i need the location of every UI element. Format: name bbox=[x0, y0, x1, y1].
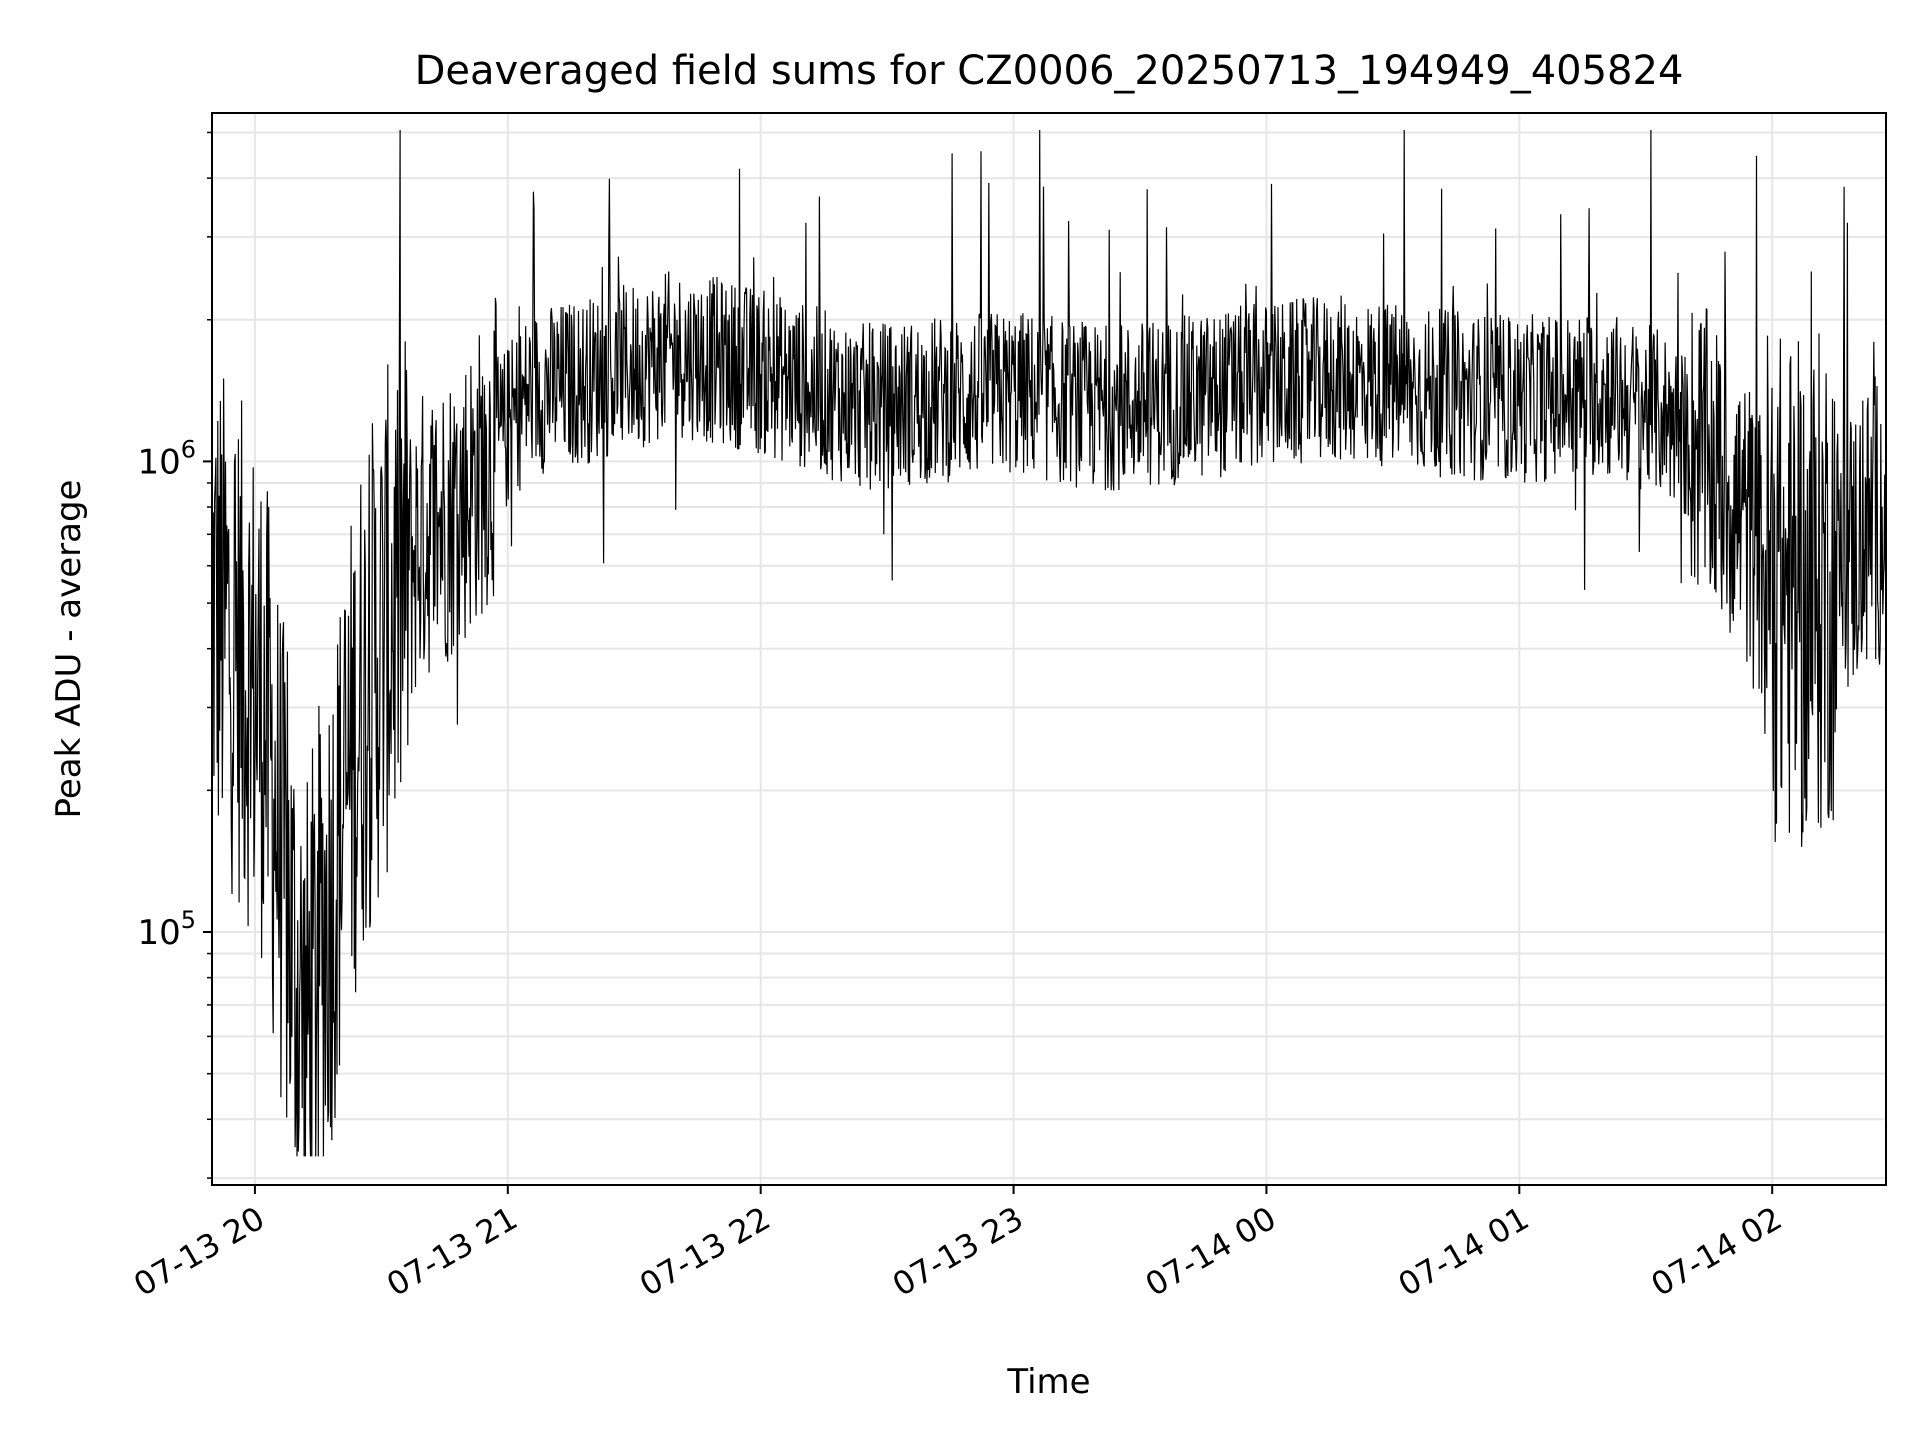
x-tick-label: 07-13 22 bbox=[633, 1199, 777, 1304]
x-tick-label: 07-14 00 bbox=[1139, 1199, 1283, 1304]
series-layer bbox=[211, 129, 1887, 1157]
y-tick-label: 106 bbox=[137, 435, 196, 482]
axis-ticks bbox=[203, 131, 1774, 1194]
y-axis-label: Peak ADU - average bbox=[49, 480, 89, 819]
x-tick-label: 07-13 21 bbox=[380, 1199, 524, 1304]
x-tick-label: 07-14 01 bbox=[1392, 1199, 1536, 1304]
x-tick-label: 07-13 23 bbox=[886, 1199, 1030, 1304]
x-tick-label: 07-14 02 bbox=[1645, 1199, 1789, 1304]
grid bbox=[212, 113, 1886, 1185]
y-tick-label: 105 bbox=[137, 906, 196, 953]
series-line bbox=[211, 129, 1887, 1157]
y-tick-labels: 105 106 bbox=[137, 435, 196, 953]
x-tick-labels: 07-13 20 07-13 21 07-13 22 07-13 23 07-14 00… bbox=[127, 1199, 1788, 1304]
x-tick-label: 07-13 20 bbox=[127, 1199, 271, 1304]
x-axis-label: Time bbox=[1006, 1362, 1090, 1402]
chart-title: Deaveraged field sums for CZ0006_2025071… bbox=[415, 48, 1684, 94]
